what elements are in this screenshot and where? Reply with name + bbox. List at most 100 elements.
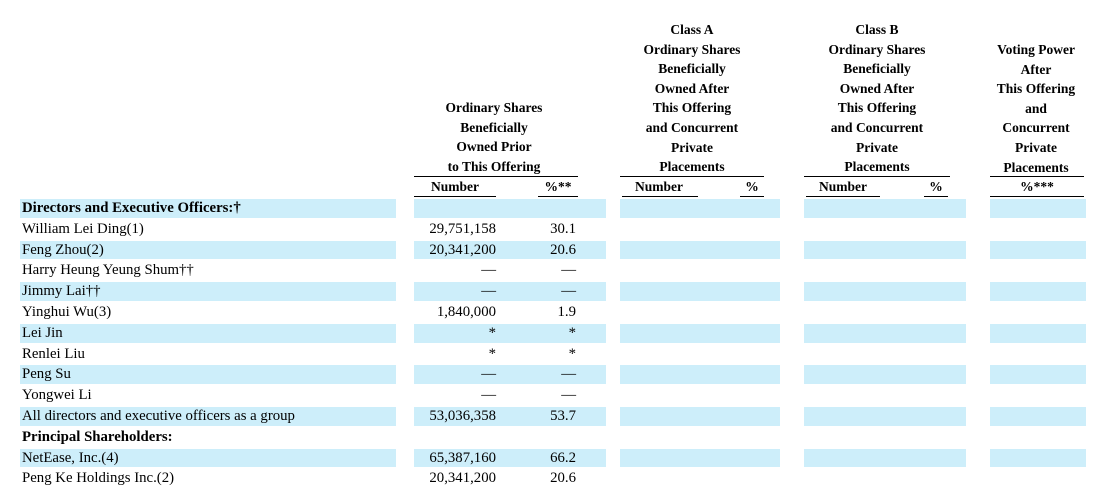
header-prior: Ordinary Shares Beneficially Owned Prior…: [414, 98, 574, 176]
row-shading: [804, 240, 966, 260]
shares-percent-cell: 20.6: [550, 241, 576, 258]
holder-name: Peng Su: [22, 366, 71, 383]
subheader-class-a-number-rule: [622, 196, 698, 197]
header-class-a-line: Owned After: [654, 80, 730, 96]
header-class-a-rule: [620, 176, 764, 177]
header-class-b-rule: [804, 176, 950, 177]
header-prior-line: to This Offering: [447, 158, 541, 174]
row-shading: [990, 406, 1086, 426]
header-voting-line: and: [1025, 100, 1047, 116]
header-class-a-line: Class A: [670, 22, 714, 37]
row-shading: [20, 448, 396, 468]
row-shading: [620, 406, 780, 426]
shares-percent-cell: —: [561, 387, 576, 404]
header-voting-power: Voting Power After This Offering and Con…: [986, 40, 1086, 177]
subheader-class-b-number-rule: [806, 196, 880, 197]
shares-number-cell: 1,840,000: [436, 303, 496, 320]
shares-percent-cell: 66.2: [550, 449, 576, 466]
row-shading: [990, 365, 1086, 385]
shares-percent-cell: —: [561, 366, 576, 383]
row-shading: [990, 448, 1086, 468]
table-row: Lei Jin * *: [20, 323, 1086, 344]
row-shading: [620, 365, 780, 385]
row-shading: [414, 365, 606, 385]
shares-number-cell: 29,751,158: [429, 220, 496, 237]
shares-percent-cell: 20.6: [550, 470, 576, 487]
subheader-prior-percent: %**: [544, 179, 572, 194]
subheader-class-a-number: Number: [635, 179, 683, 194]
shares-percent-cell: *: [568, 345, 576, 362]
row-shading: [804, 282, 966, 301]
subheader-class-b-percent: %: [929, 179, 943, 194]
row-shading: [990, 240, 1086, 260]
row-shading: [804, 365, 966, 385]
row-shading: [414, 282, 606, 301]
subheader-class-b-percent-rule: [924, 196, 948, 197]
table-row: Peng Su — —: [20, 364, 1086, 385]
row-shading: [20, 323, 396, 343]
subheader-class-a-percent: %: [745, 179, 759, 194]
header-prior-line: Owned Prior: [456, 139, 532, 155]
subheader-class-b-number: Number: [819, 179, 867, 194]
row-shading: [804, 199, 966, 218]
shares-percent-cell: 53.7: [550, 407, 576, 424]
row-shading: [990, 282, 1086, 301]
header-class-b: Class B Ordinary Shares Beneficially Own…: [804, 20, 950, 177]
row-shading: [620, 282, 780, 301]
shares-percent-cell: 1.9: [557, 303, 577, 320]
row-shading: [804, 406, 966, 426]
subheader-voting-percent: %***: [1020, 179, 1054, 194]
header-class-a-line: Ordinary Shares: [643, 41, 741, 57]
holder-name: All directors and executive officers as …: [22, 407, 295, 424]
subheader-prior-number-rule: [414, 196, 496, 197]
row-shading: [990, 323, 1086, 343]
holder-name: Jimmy Lai††: [22, 283, 101, 300]
row-shading: [620, 199, 780, 218]
section-header-row: Principal Shareholders:: [20, 427, 1086, 448]
table-row: William Lei Ding(1) 29,751,158 30.1: [20, 219, 1086, 240]
shares-number-cell: 20,341,200: [429, 241, 496, 258]
header-class-a-line: Beneficially: [658, 61, 726, 77]
row-shading: [620, 240, 780, 260]
header-class-a-line: Placements: [659, 159, 725, 175]
subheader-class-a-percent-rule: [740, 196, 764, 197]
holder-name: Yinghui Wu(3): [22, 303, 112, 320]
table-row: NetEase, Inc.(4) 65,387,160 66.2: [20, 448, 1086, 469]
table-row: Yinghui Wu(3) 1,840,000 1.9: [20, 302, 1086, 323]
header-class-a-line: Private: [671, 139, 713, 155]
header-voting-rule: [990, 176, 1084, 177]
shares-number-cell: 20,341,200: [429, 470, 496, 487]
header-voting-line: After: [1020, 61, 1052, 77]
header-voting-line: Voting Power: [997, 42, 1075, 57]
header-class-a-line: This Offering: [652, 100, 732, 116]
row-shading: [414, 240, 606, 260]
subheader-prior-percent-rule: [538, 196, 578, 197]
row-shading: [990, 199, 1086, 218]
holder-name: Peng Ke Holdings Inc.(2): [22, 470, 175, 487]
header-prior-line: Beneficially: [460, 119, 528, 135]
table-row: Peng Ke Holdings Inc.(2) 20,341,200 20.6: [20, 468, 1086, 489]
header-class-b-line: Owned After: [839, 80, 915, 96]
table-row: Feng Zhou(2) 20,341,200 20.6: [20, 240, 1086, 261]
row-shading: [20, 282, 396, 301]
table-row: Jimmy Lai†† — —: [20, 281, 1086, 302]
row-shading: [414, 406, 606, 426]
holder-name: Lei Jin: [22, 324, 63, 341]
header-voting-line: Concurrent: [1002, 120, 1070, 136]
section-label: Directors and Executive Officers:†: [22, 200, 241, 216]
table-row: Yongwei Li — —: [20, 385, 1086, 406]
header-class-b-line: and Concurrent: [830, 119, 924, 135]
header-prior-rule: [414, 176, 578, 177]
holder-name: NetEase, Inc.(4): [22, 449, 119, 466]
header-class-a: Class A Ordinary Shares Beneficially Own…: [620, 20, 764, 177]
row-shading: [20, 240, 396, 260]
header-voting-line: Private: [1015, 139, 1057, 155]
shares-number-cell: *: [488, 324, 496, 341]
row-shading: [20, 199, 396, 218]
shares-percent-cell: —: [561, 262, 576, 279]
section-label: Principal Shareholders:: [22, 428, 173, 445]
shares-number-cell: —: [481, 262, 496, 279]
header-class-b-line: Class B: [855, 22, 899, 37]
header-class-a-line: and Concurrent: [645, 119, 739, 135]
subheader-prior-number: Number: [431, 179, 479, 194]
